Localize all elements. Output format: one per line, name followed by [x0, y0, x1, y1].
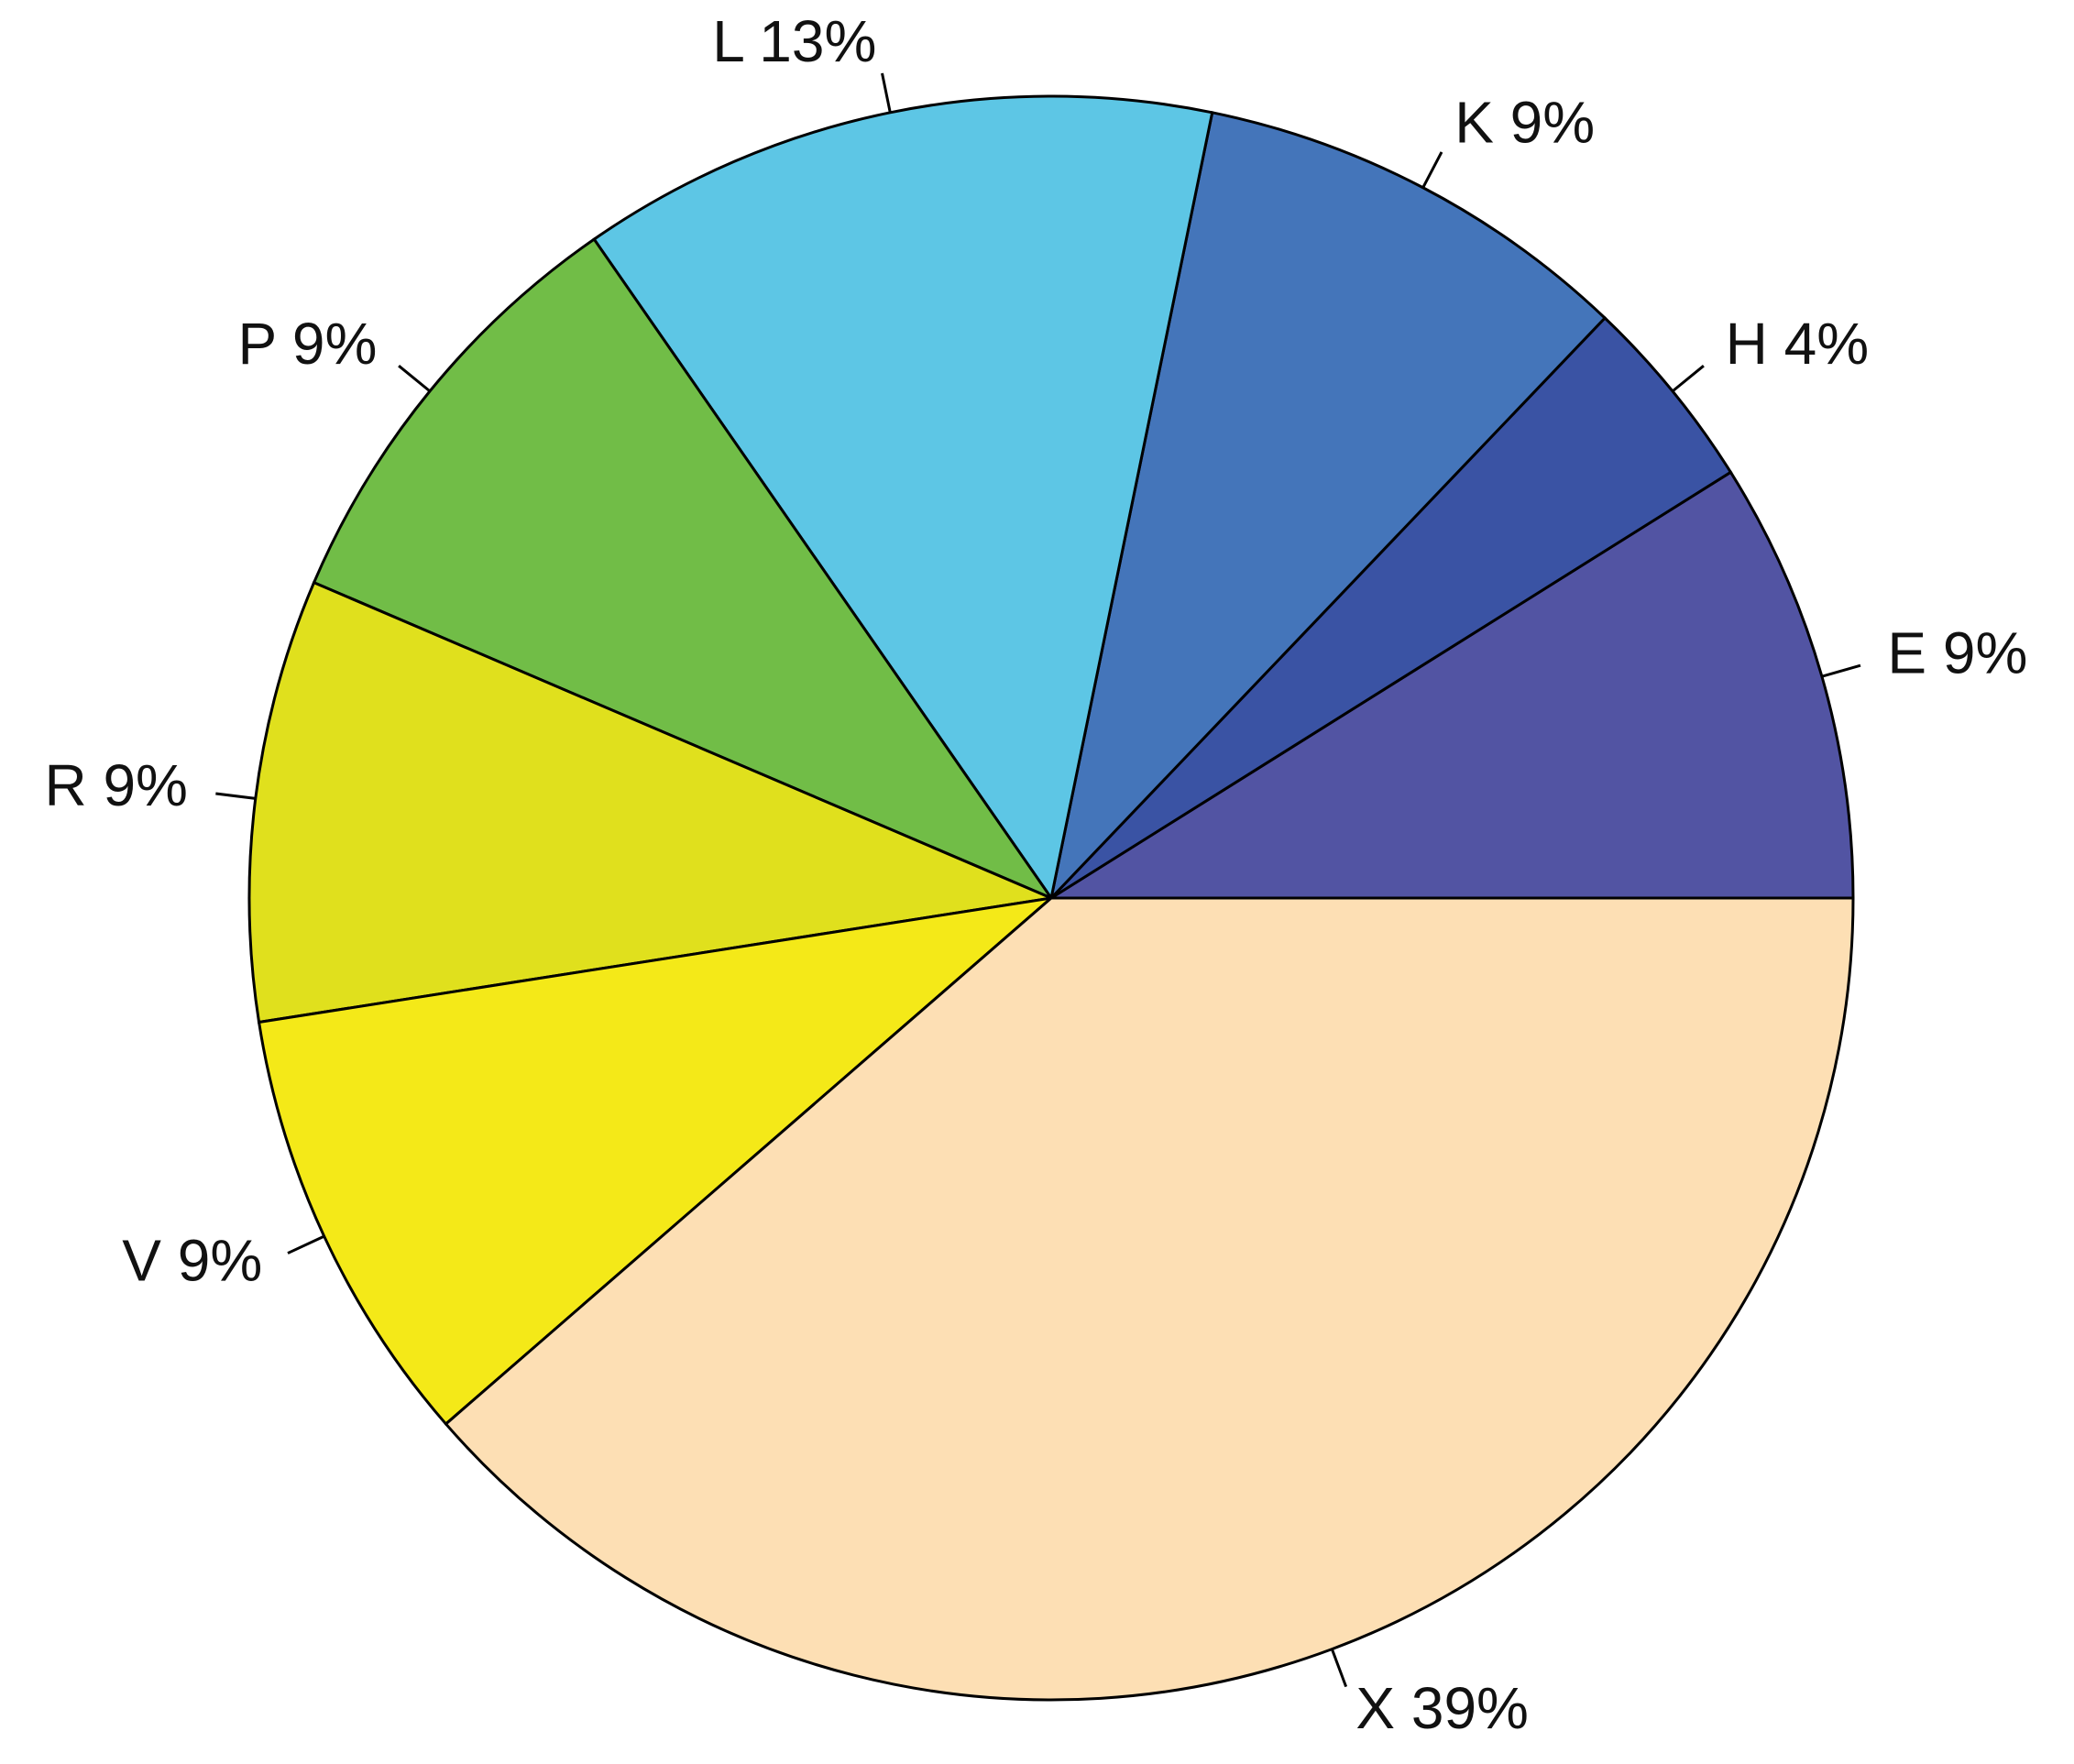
- pie-slice: [592, 94, 1214, 902]
- slice-label: L 13%: [712, 8, 876, 74]
- label-tick: [398, 365, 431, 393]
- label-tick: [881, 72, 892, 114]
- pie-slice: [444, 896, 1855, 1702]
- slice-label: H 4%: [1726, 311, 1870, 377]
- slice-label: X 39%: [1355, 1675, 1529, 1741]
- slice-label: R 9%: [44, 752, 188, 818]
- label-tick: [1421, 151, 1443, 189]
- slice-label: P 9%: [238, 311, 378, 377]
- slice-label: E 9%: [1887, 620, 2027, 686]
- slice-label: V 9%: [122, 1227, 262, 1293]
- label-tick: [1821, 663, 1861, 678]
- pie-slice: [1046, 470, 1855, 900]
- label-tick: [1672, 365, 1705, 393]
- label-tick: [215, 792, 256, 800]
- slice-label: K 9%: [1454, 90, 1595, 156]
- label-tick: [287, 1234, 325, 1255]
- pie-slice: [1049, 315, 1733, 900]
- label-tick: [1330, 1649, 1348, 1688]
